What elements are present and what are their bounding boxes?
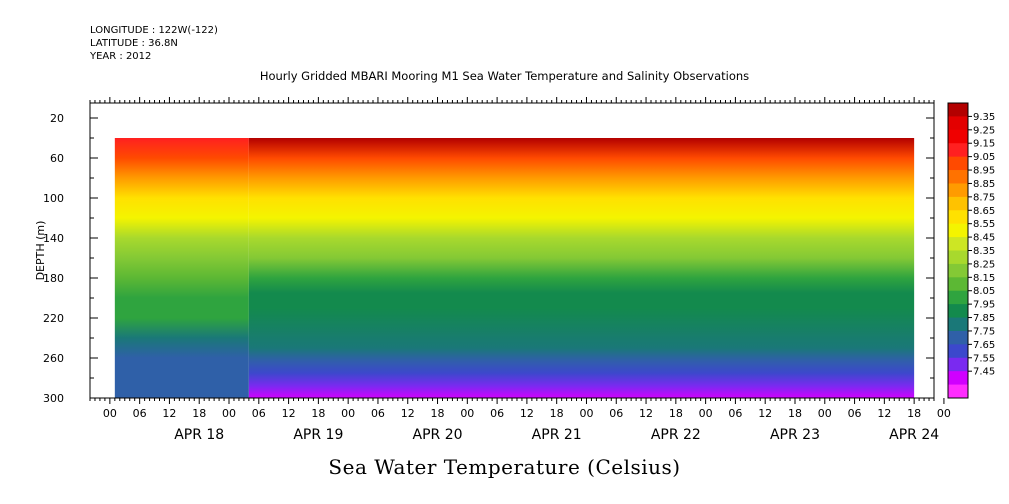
x-tick-label: 06 [609,407,623,420]
x-tick-label: 18 [311,407,325,420]
colorbar-label: 7.55 [973,353,995,364]
colorbar-swatch [948,371,968,386]
colorbar-swatch [948,344,968,359]
x-tick-label: 06 [252,407,266,420]
x-tick-label: 00 [341,407,355,420]
heatmap-segment [114,138,249,398]
x-tick-label: 06 [371,407,385,420]
colorbar-legend: 9.35 9.25 9.15 9.05 8.95 8.85 8.75 8.65 8.55 8.45… [947,102,995,399]
colorbar-label: 7.95 [973,300,995,311]
x-tick-label: 12 [639,407,653,420]
latitude-label: LATITUDE : 36.8N [90,38,178,49]
x-tick-label: 00 [579,407,593,420]
colorbar-swatch [948,116,968,131]
x-tick-label: 12 [877,407,891,420]
colorbar-label: 8.35 [973,246,995,257]
x-tick-label: 18 [669,407,683,420]
colorbar-swatch [948,237,968,251]
colorbar-swatch [948,143,968,158]
colorbar-label: 7.85 [973,313,995,324]
colorbar-swatch [948,277,968,292]
x-axis: 00 06 12 18 00 06 12 18 00 06 12 18 00 06 12 18 00 06 12 18… [89,97,951,443]
x-tick-label: 18 [431,407,445,420]
x-day-label: APR 20 [413,427,463,443]
colorbar-swatch [948,250,968,265]
colorbar-label: 8.25 [973,259,995,270]
colorbar-swatch [948,156,968,171]
colorbar-label: 9.35 [973,112,995,123]
x-tick-label: 06 [728,407,742,420]
x-tick-label: 00 [699,407,713,420]
colorbar-label: 8.45 [973,233,995,244]
x-day-label: APR 18 [174,427,224,443]
y-axis-label: DEPTH (m) [34,221,47,281]
x-tick-label: 18 [550,407,564,420]
x-tick-label: 00 [460,407,474,420]
colorbar-swatch [948,129,968,144]
colorbar-swatch [948,357,968,372]
y-tick-label: 300 [43,392,64,405]
x-day-label: APR 22 [651,427,701,443]
x-day-label: APR 23 [770,427,820,443]
x-tick-label: 18 [788,407,802,420]
colorbar-swatch [948,196,968,211]
colorbar-swatch [948,210,968,225]
y-tick-label: 260 [43,352,64,365]
colorbar-label: 7.45 [973,367,995,378]
x-day-label: APR 21 [532,427,582,443]
colorbar-swatch [948,170,968,184]
x-tick-label: 00 [103,407,117,420]
colorbar-label: 8.15 [973,273,995,284]
x-tick-label: 12 [162,407,176,420]
chart-title: Hourly Gridded MBARI Mooring M1 Sea Wate… [259,69,750,83]
colorbar-label: 8.65 [973,206,995,217]
colorbar-swatch [948,103,968,117]
colorbar-label: 7.75 [973,326,995,337]
x-tick-label: 12 [758,407,772,420]
x-day-label: APR 19 [293,427,343,443]
longitude-label: LONGITUDE : 122W(-122) [90,25,218,36]
colorbar-label: 8.95 [973,166,995,177]
y-tick-label: 60 [50,152,64,165]
x-tick-label: 12 [401,407,415,420]
y-tick-label: 140 [43,232,64,245]
y-tick-label: 180 [43,272,64,285]
x-tick-label: 18 [192,407,206,420]
colorbar-label: 9.25 [973,125,995,136]
colorbar-label: 8.05 [973,286,995,297]
colorbar-label: 8.55 [973,219,995,230]
colorbar-swatch [948,183,968,198]
plot-area [89,102,935,399]
colorbar-swatch [948,223,968,238]
x-day-label: APR 24 [889,427,939,443]
heatmap-segment [248,138,915,398]
x-tick-label: 18 [907,407,921,420]
colorbar-label: 9.05 [973,152,995,163]
colorbar-swatch [948,290,968,305]
colorbar-label: 8.85 [973,179,995,190]
y-tick-label: 100 [43,192,64,205]
x-tick-label: 12 [520,407,534,420]
colorbar-swatch [948,330,968,345]
colorbar-label: 8.75 [973,192,995,203]
x-tick-label: 00 [818,407,832,420]
x-tick-label: 00 [937,407,951,420]
x-tick-label: 06 [133,407,147,420]
x-tick-label: 12 [282,407,296,420]
y-tick-label: 20 [50,112,64,125]
x-tick-label: 06 [848,407,862,420]
x-tick-label: 00 [222,407,236,420]
plot-subtitle: Sea Water Temperature (Celsius) [328,455,681,479]
colorbar-label: 9.15 [973,139,995,150]
y-axis: 20 60 100 140 180 220 260 300 DEPTH (m) [34,112,934,405]
x-tick-label: 06 [490,407,504,420]
year-label: YEAR : 2012 [90,51,152,62]
colorbar-swatch [948,263,968,278]
colorbar-swatch [948,384,968,399]
colorbar-swatch [948,304,968,319]
y-tick-label: 220 [43,312,64,325]
colorbar-swatch [948,317,968,332]
colorbar-label: 7.65 [973,340,995,351]
